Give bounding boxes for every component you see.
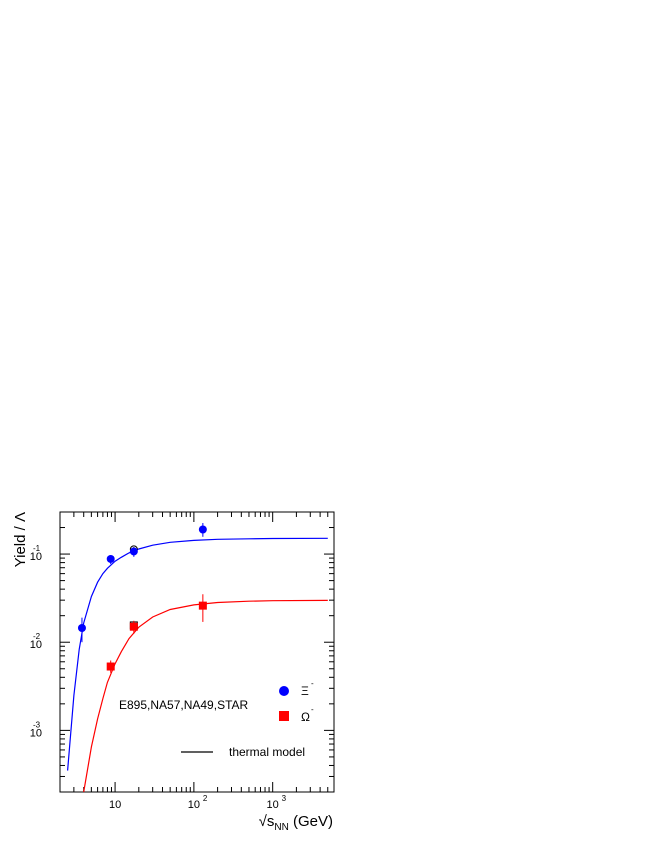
y-tick-label: 10 [30,551,42,563]
plot-frame [59,511,335,793]
y-tick-label-exponent: -2 [33,632,41,641]
legend-model-label: thermal model [229,745,305,759]
omega-data-point [129,622,138,631]
omega-data-point [198,601,207,610]
xi-data-point [106,554,115,563]
legend-omega-label-superscript: - [311,705,314,714]
legend-xi-marker [279,686,289,696]
x-tick-label: 10 [267,799,279,811]
x-tick-label-exponent: 3 [282,794,287,803]
xi-data-point [198,525,207,534]
xi-data-point [129,547,138,556]
y-tick-label: 10 [30,727,42,739]
y-tick-label-exponent: -1 [33,544,41,553]
y-axis-title: Yield / Λ [12,512,29,567]
y-tick-label-exponent: -3 [33,720,41,729]
x-tick-label: 10 [188,799,200,811]
experiments-annotation: E895,NA57,NA49,STAR [119,698,249,712]
legend-omega-label: Ω [301,710,310,724]
x-tick-label-exponent: 2 [203,794,208,803]
legend-xi-label-superscript: - [311,679,314,688]
xi-data-point [77,623,86,632]
thermal-model-curve [83,599,328,793]
legend-xi-label: Ξ [301,684,309,698]
legend-omega-marker [279,711,289,721]
omega-data-point [106,662,115,671]
thermal-model-curve [67,537,328,771]
y-tick-label: 10 [30,639,42,651]
data-points [77,523,207,673]
x-tick-label: 10 [109,799,121,811]
axis-ticks [59,512,335,793]
x-axis-title: √sNN (GeV) [259,813,333,833]
